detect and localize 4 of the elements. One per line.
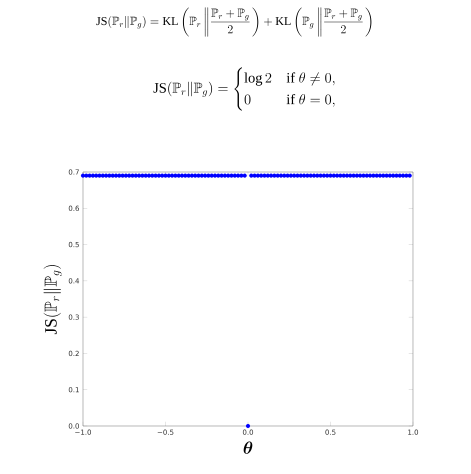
chart-subtitle: $\mathrm{JS}(\mathbb{P}_r\|\mathbb{P}_g) = \begin{cases} \log 2 & \text{if } \theta \neq 0,\\ 0 & \text{if } \theta = 0,\end{cases}$ xyxy=(153,67,334,111)
x-axis-title: $\boldsymbol{\theta}$ xyxy=(244,442,252,454)
chart-title: $\mathrm{JS}(\mathbb{P}_r\|\mathbb{P}_g) = \mathrm{KL}\left(\mathbb{P}_r \left\| \frac{\mathbb{P}_r+\mathbb{P}_g}{2}\right.\right) + \mathrm{KL}\left(\mathbb{P}_g \left\| \frac{\mathbb{P}_r+\mathbb{P}_g}{2}\right.\right)$ xyxy=(96,7,372,37)
y-axis-title: $\mathrm{JS}(\mathbb{P}_r\|\mathbb{P}_g)$ xyxy=(44,265,62,334)
